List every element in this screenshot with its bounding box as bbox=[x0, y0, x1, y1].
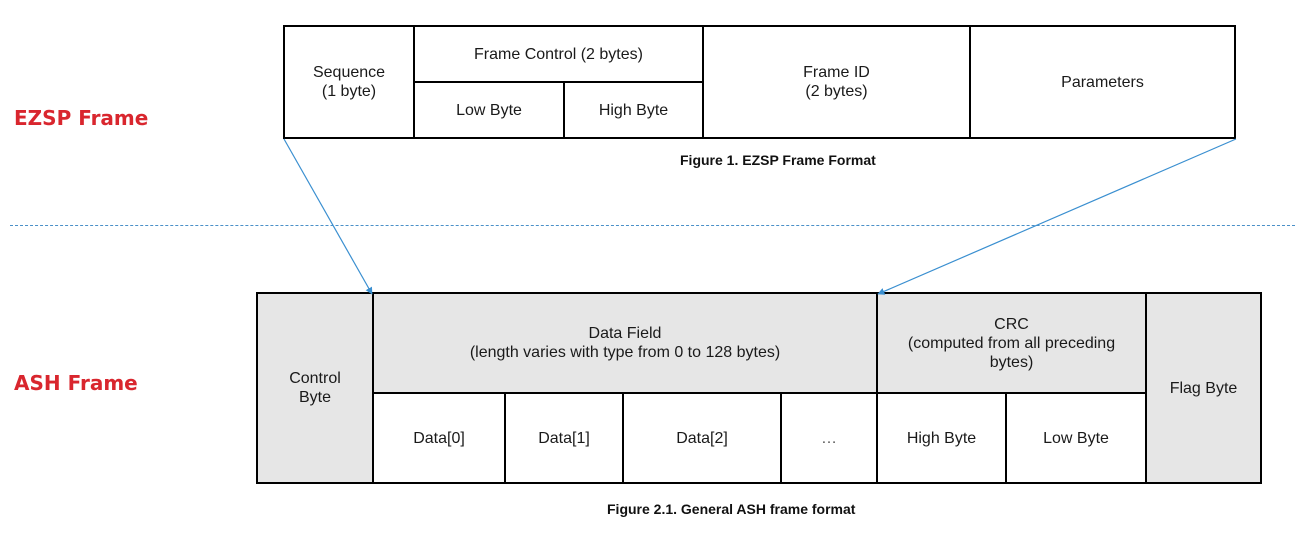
ash-control-byte-cell: Control Byte bbox=[256, 292, 374, 484]
ezsp-fc-high-byte-cell: High Byte bbox=[563, 81, 704, 139]
ezsp-fc-low-byte-cell: Low Byte bbox=[413, 81, 565, 139]
ash-figure-caption: Figure 2.1. General ASH frame format bbox=[607, 501, 856, 517]
section-divider bbox=[10, 225, 1295, 226]
ezsp-figure-caption: Figure 1. EZSP Frame Format bbox=[680, 152, 876, 168]
arrow-ezsp-start-to-data-field bbox=[283, 138, 373, 295]
ash-data-field-cell: Data Field (length varies with type from… bbox=[372, 292, 878, 394]
ash-flag-byte-cell: Flag Byte bbox=[1145, 292, 1262, 484]
ash-frame-label: ASH Frame bbox=[14, 371, 138, 395]
ezsp-frame-label: EZSP Frame bbox=[14, 106, 149, 130]
arrow-ezsp-end-to-data-field bbox=[877, 138, 1237, 295]
ezsp-parameters-cell: Parameters bbox=[969, 25, 1236, 139]
